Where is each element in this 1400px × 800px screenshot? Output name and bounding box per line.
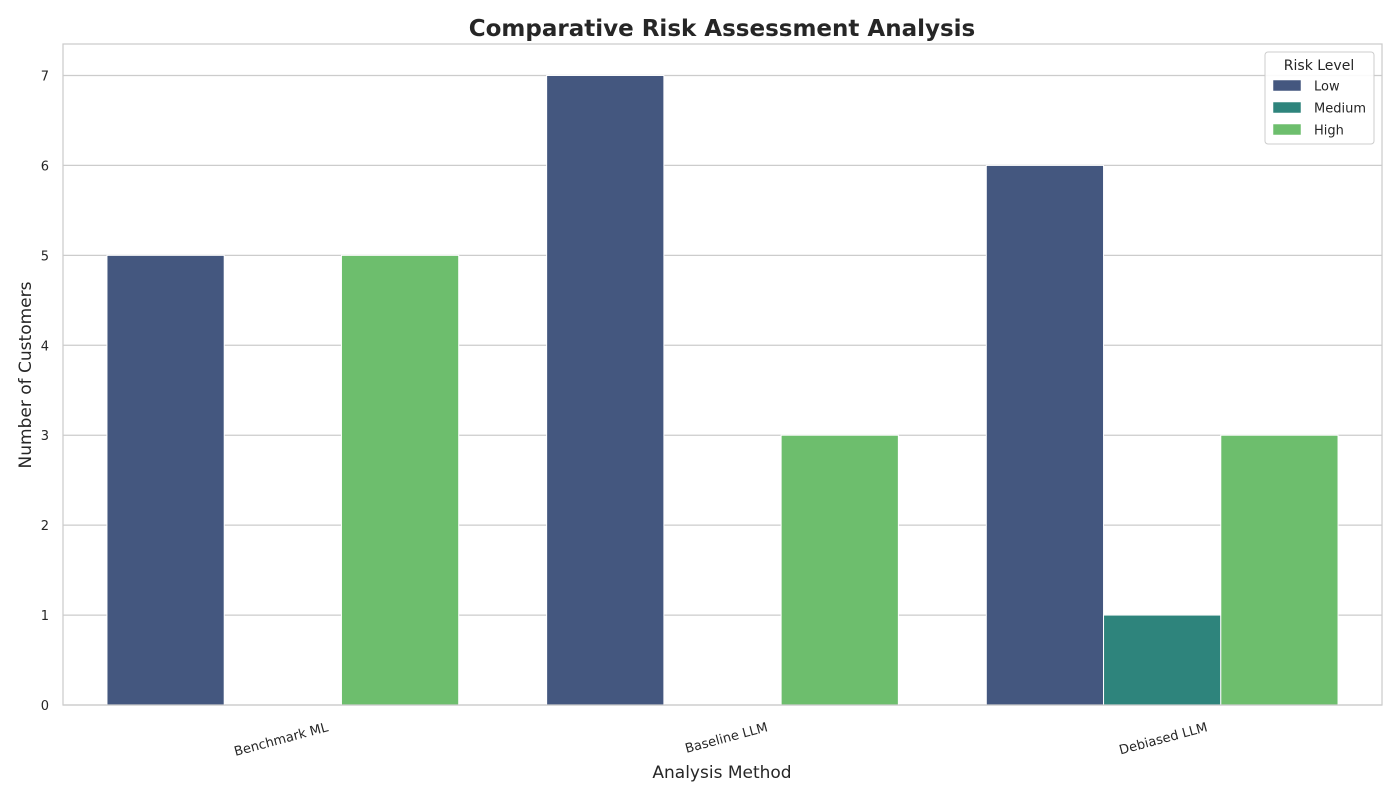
y-tick-label: 2: [41, 519, 49, 534]
y-tick-label: 4: [41, 339, 49, 354]
bar-low-1: [546, 74, 665, 706]
legend-title: Risk Level: [1284, 58, 1354, 74]
plot-frame: [62, 43, 1383, 706]
bar-low-0: [106, 254, 225, 706]
legend-swatch-medium: [1272, 101, 1302, 114]
legend-swatch-low: [1272, 79, 1302, 92]
y-tick-label: 6: [41, 159, 49, 174]
bar-high-1: [780, 434, 899, 706]
y-tick-labels: 0 1 2 3 4 5 6 7: [41, 69, 49, 714]
legend-label-high: High: [1314, 124, 1344, 139]
legend-items: Low Medium High: [1272, 79, 1366, 139]
bar-high-2: [1220, 434, 1339, 706]
y-tick-label: 3: [41, 429, 49, 444]
bar-high-0: [340, 254, 460, 706]
legend-box: [1264, 51, 1375, 145]
legend-label-medium: Medium: [1314, 102, 1366, 117]
y-tick-label: 0: [41, 699, 49, 714]
chart-title: Comparative Risk Assessment Analysis: [469, 16, 976, 42]
y-tick-label: 7: [41, 69, 49, 84]
y-tick-label: 1: [41, 609, 49, 624]
legend-swatch-high: [1272, 123, 1302, 136]
y-tick-label: 5: [41, 249, 49, 264]
y-axis-label: Number of Customers: [16, 281, 36, 468]
bar-medium-2: [1103, 614, 1222, 706]
bars: [106, 74, 1339, 706]
legend: Risk Level Low Medium High: [1264, 51, 1375, 145]
legend-label-low: Low: [1314, 80, 1340, 95]
x-axis-label: Analysis Method: [652, 763, 791, 783]
bar-low-2: [985, 164, 1105, 706]
